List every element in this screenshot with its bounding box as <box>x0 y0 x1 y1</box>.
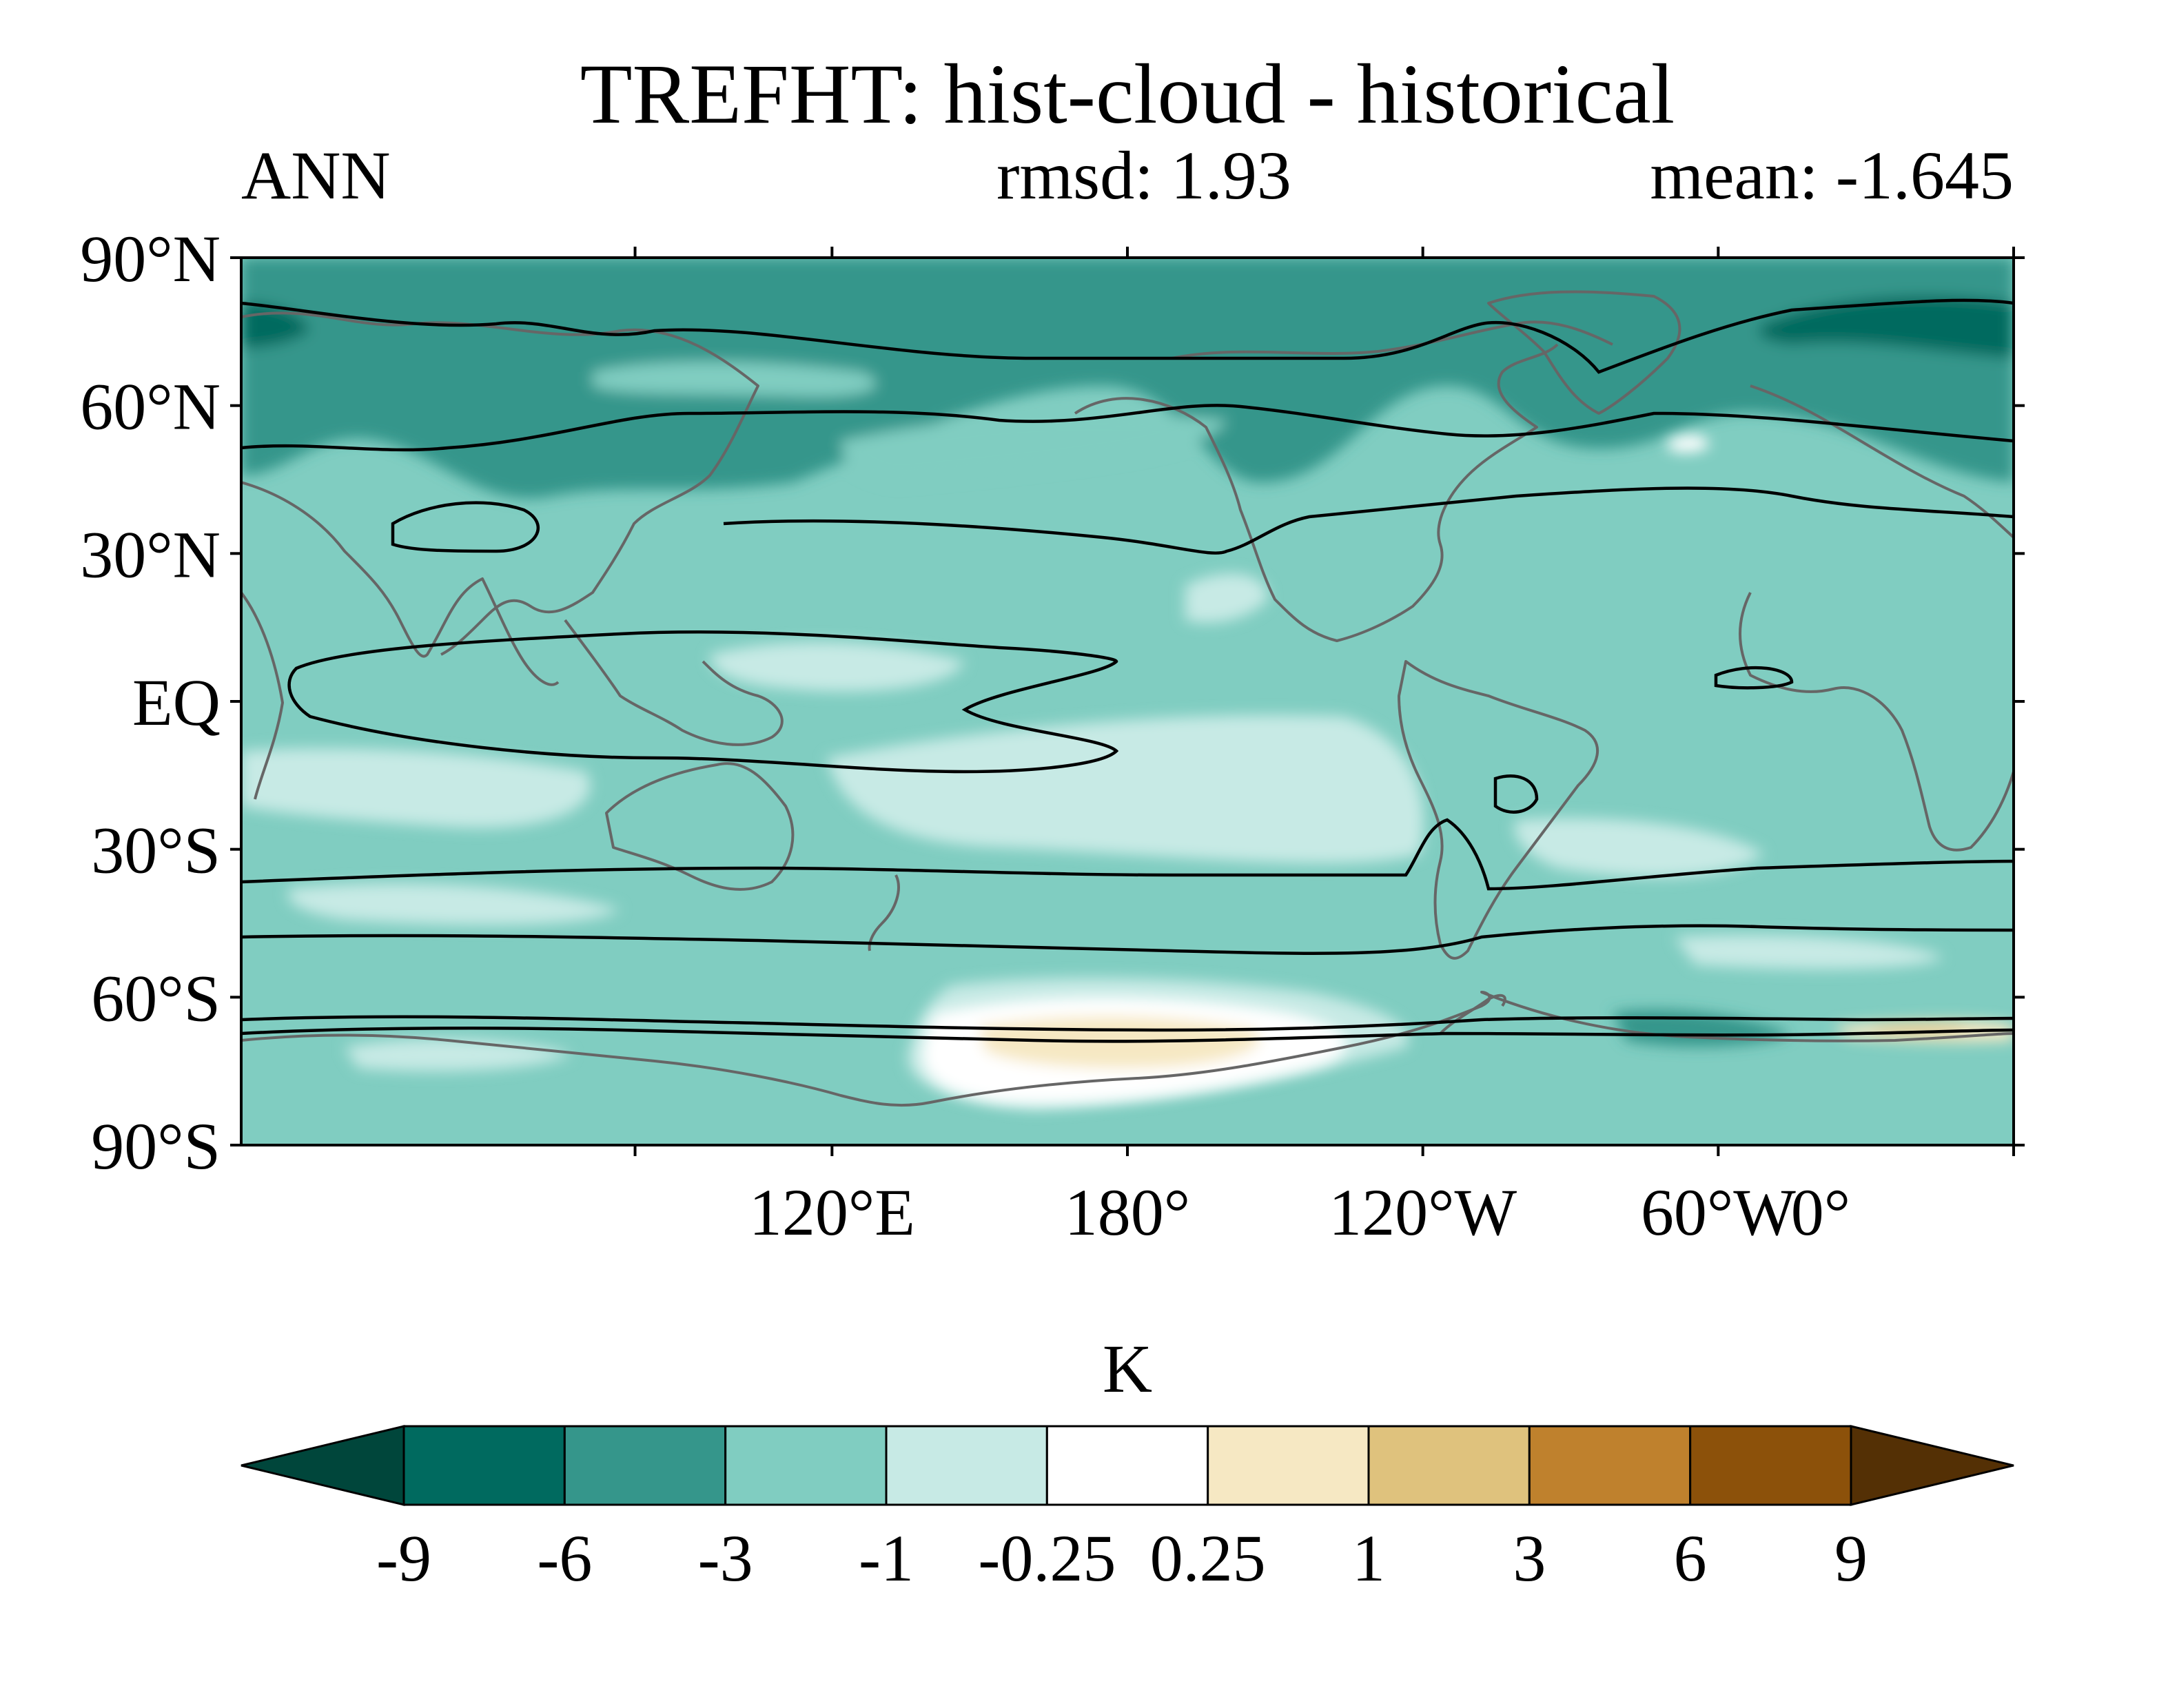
coastlines <box>241 290 2014 1107</box>
colorbar-segment <box>724 1425 888 1506</box>
y-tick-label: 60°N <box>80 370 221 444</box>
colorbar-segment <box>1528 1425 1692 1506</box>
coast-antarctica <box>241 991 2014 1107</box>
season-label: ANN <box>241 137 391 214</box>
y-tick-label: 30°N <box>80 517 221 591</box>
coast-antarctic-peninsula <box>1439 994 1506 1035</box>
colorbar-segment <box>402 1425 566 1506</box>
field-tropical-pacific <box>710 641 965 692</box>
contour-amazon <box>1493 774 1539 814</box>
colorbar-tick-label: -0.25 <box>978 1521 1116 1595</box>
colorbar-segment <box>1207 1425 1370 1506</box>
x-tick-label: 120°W <box>1329 1175 1517 1249</box>
x-tick-label: 180° <box>1065 1175 1190 1249</box>
contour-south-50 <box>241 924 2014 956</box>
field-siberia <box>593 362 877 397</box>
colorbar-tick-label: -1 <box>859 1521 914 1595</box>
colorbar-tick-label: 6 <box>1674 1521 1707 1595</box>
field-indian-south <box>241 748 591 828</box>
coast-africa-east <box>241 591 284 800</box>
field-north-atlantic-white <box>1668 435 1709 453</box>
colorbar-segment <box>1045 1425 1209 1506</box>
contour-north-40 <box>723 486 2014 555</box>
coast-greenland <box>1487 290 1681 415</box>
map-panel <box>241 258 2014 1145</box>
field-npac <box>841 413 1227 482</box>
contour-south-60 <box>241 1015 2014 1032</box>
y-tick-label: 90°S <box>91 1109 221 1183</box>
contour-himalaya <box>391 501 540 553</box>
y-tick-label: 90°N <box>80 222 221 296</box>
colorbar-over <box>1850 1425 2014 1506</box>
chart-title: TREFHT: hist-cloud - historical <box>580 47 1675 141</box>
coast-australia <box>605 762 795 891</box>
contours <box>241 298 2014 1043</box>
contour-north-50 <box>241 404 2014 452</box>
colorbar: -9 -6 -3 -1 -0.25 0.25 1 3 6 9 <box>241 1425 2014 1595</box>
field-east-pacific-north <box>1185 573 1268 623</box>
colorbar-under <box>241 1425 405 1506</box>
field-arctic-deep-east <box>1759 296 2014 358</box>
coast-europe-africa <box>1750 384 2014 539</box>
colorbar-tick-label: 3 <box>1513 1521 1546 1595</box>
colorbar-tick-label: -3 <box>698 1521 753 1595</box>
x-tick-label: 60°W <box>1641 1175 1796 1249</box>
colorbar-units: K <box>1103 1330 1152 1407</box>
field-south-midlat <box>288 883 620 925</box>
colorbar-tick-label: 1 <box>1352 1521 1385 1595</box>
contour-south-40 <box>241 818 2014 891</box>
y-tick-label: EQ <box>132 666 221 739</box>
mean-label: mean: -1.645 <box>1650 137 2014 214</box>
field-south-atl-midlat <box>1675 934 1943 969</box>
contour-south-65 <box>241 1027 2014 1043</box>
contour-north-60 <box>241 298 2014 374</box>
x-tick-label: 120°E <box>749 1175 915 1249</box>
colorbar-tick-label: -9 <box>376 1521 431 1595</box>
coast-india-arabia <box>241 481 560 686</box>
field-north-band <box>241 258 2014 499</box>
y-tick-label: 60°S <box>91 961 221 1035</box>
colorbar-segment <box>885 1425 1048 1506</box>
colorbar-tick-label: 9 <box>1834 1521 1868 1595</box>
coast-africa-west <box>1739 592 2014 852</box>
colorbar-tick-label: 0.25 <box>1150 1521 1266 1595</box>
colorbar-segment <box>1689 1425 1852 1506</box>
x-tick-label: 0° <box>1791 1175 1850 1249</box>
coast-seasia <box>564 619 784 746</box>
rmsd-label: rmsd: 1.93 <box>996 137 1291 214</box>
colorbar-tick-label: -6 <box>537 1521 592 1595</box>
contour-africa <box>1714 666 1794 690</box>
coast-arctic-asia <box>241 311 759 656</box>
contour-pacific-warm-pool <box>287 630 1119 774</box>
y-tick-label: 30°S <box>91 814 221 887</box>
colorbar-segment <box>1367 1425 1531 1506</box>
field-south-atlantic <box>1514 818 1764 878</box>
field-se-pacific <box>827 715 1424 863</box>
coast-south-america <box>1398 660 1599 960</box>
colorbar-segment <box>563 1425 727 1506</box>
coast-north-america <box>1074 343 1559 642</box>
axis-ticks: 90°N 60°N 30°N EQ 30°S 60°S 90°S 120°E 180° 120°W… <box>80 222 2025 1249</box>
